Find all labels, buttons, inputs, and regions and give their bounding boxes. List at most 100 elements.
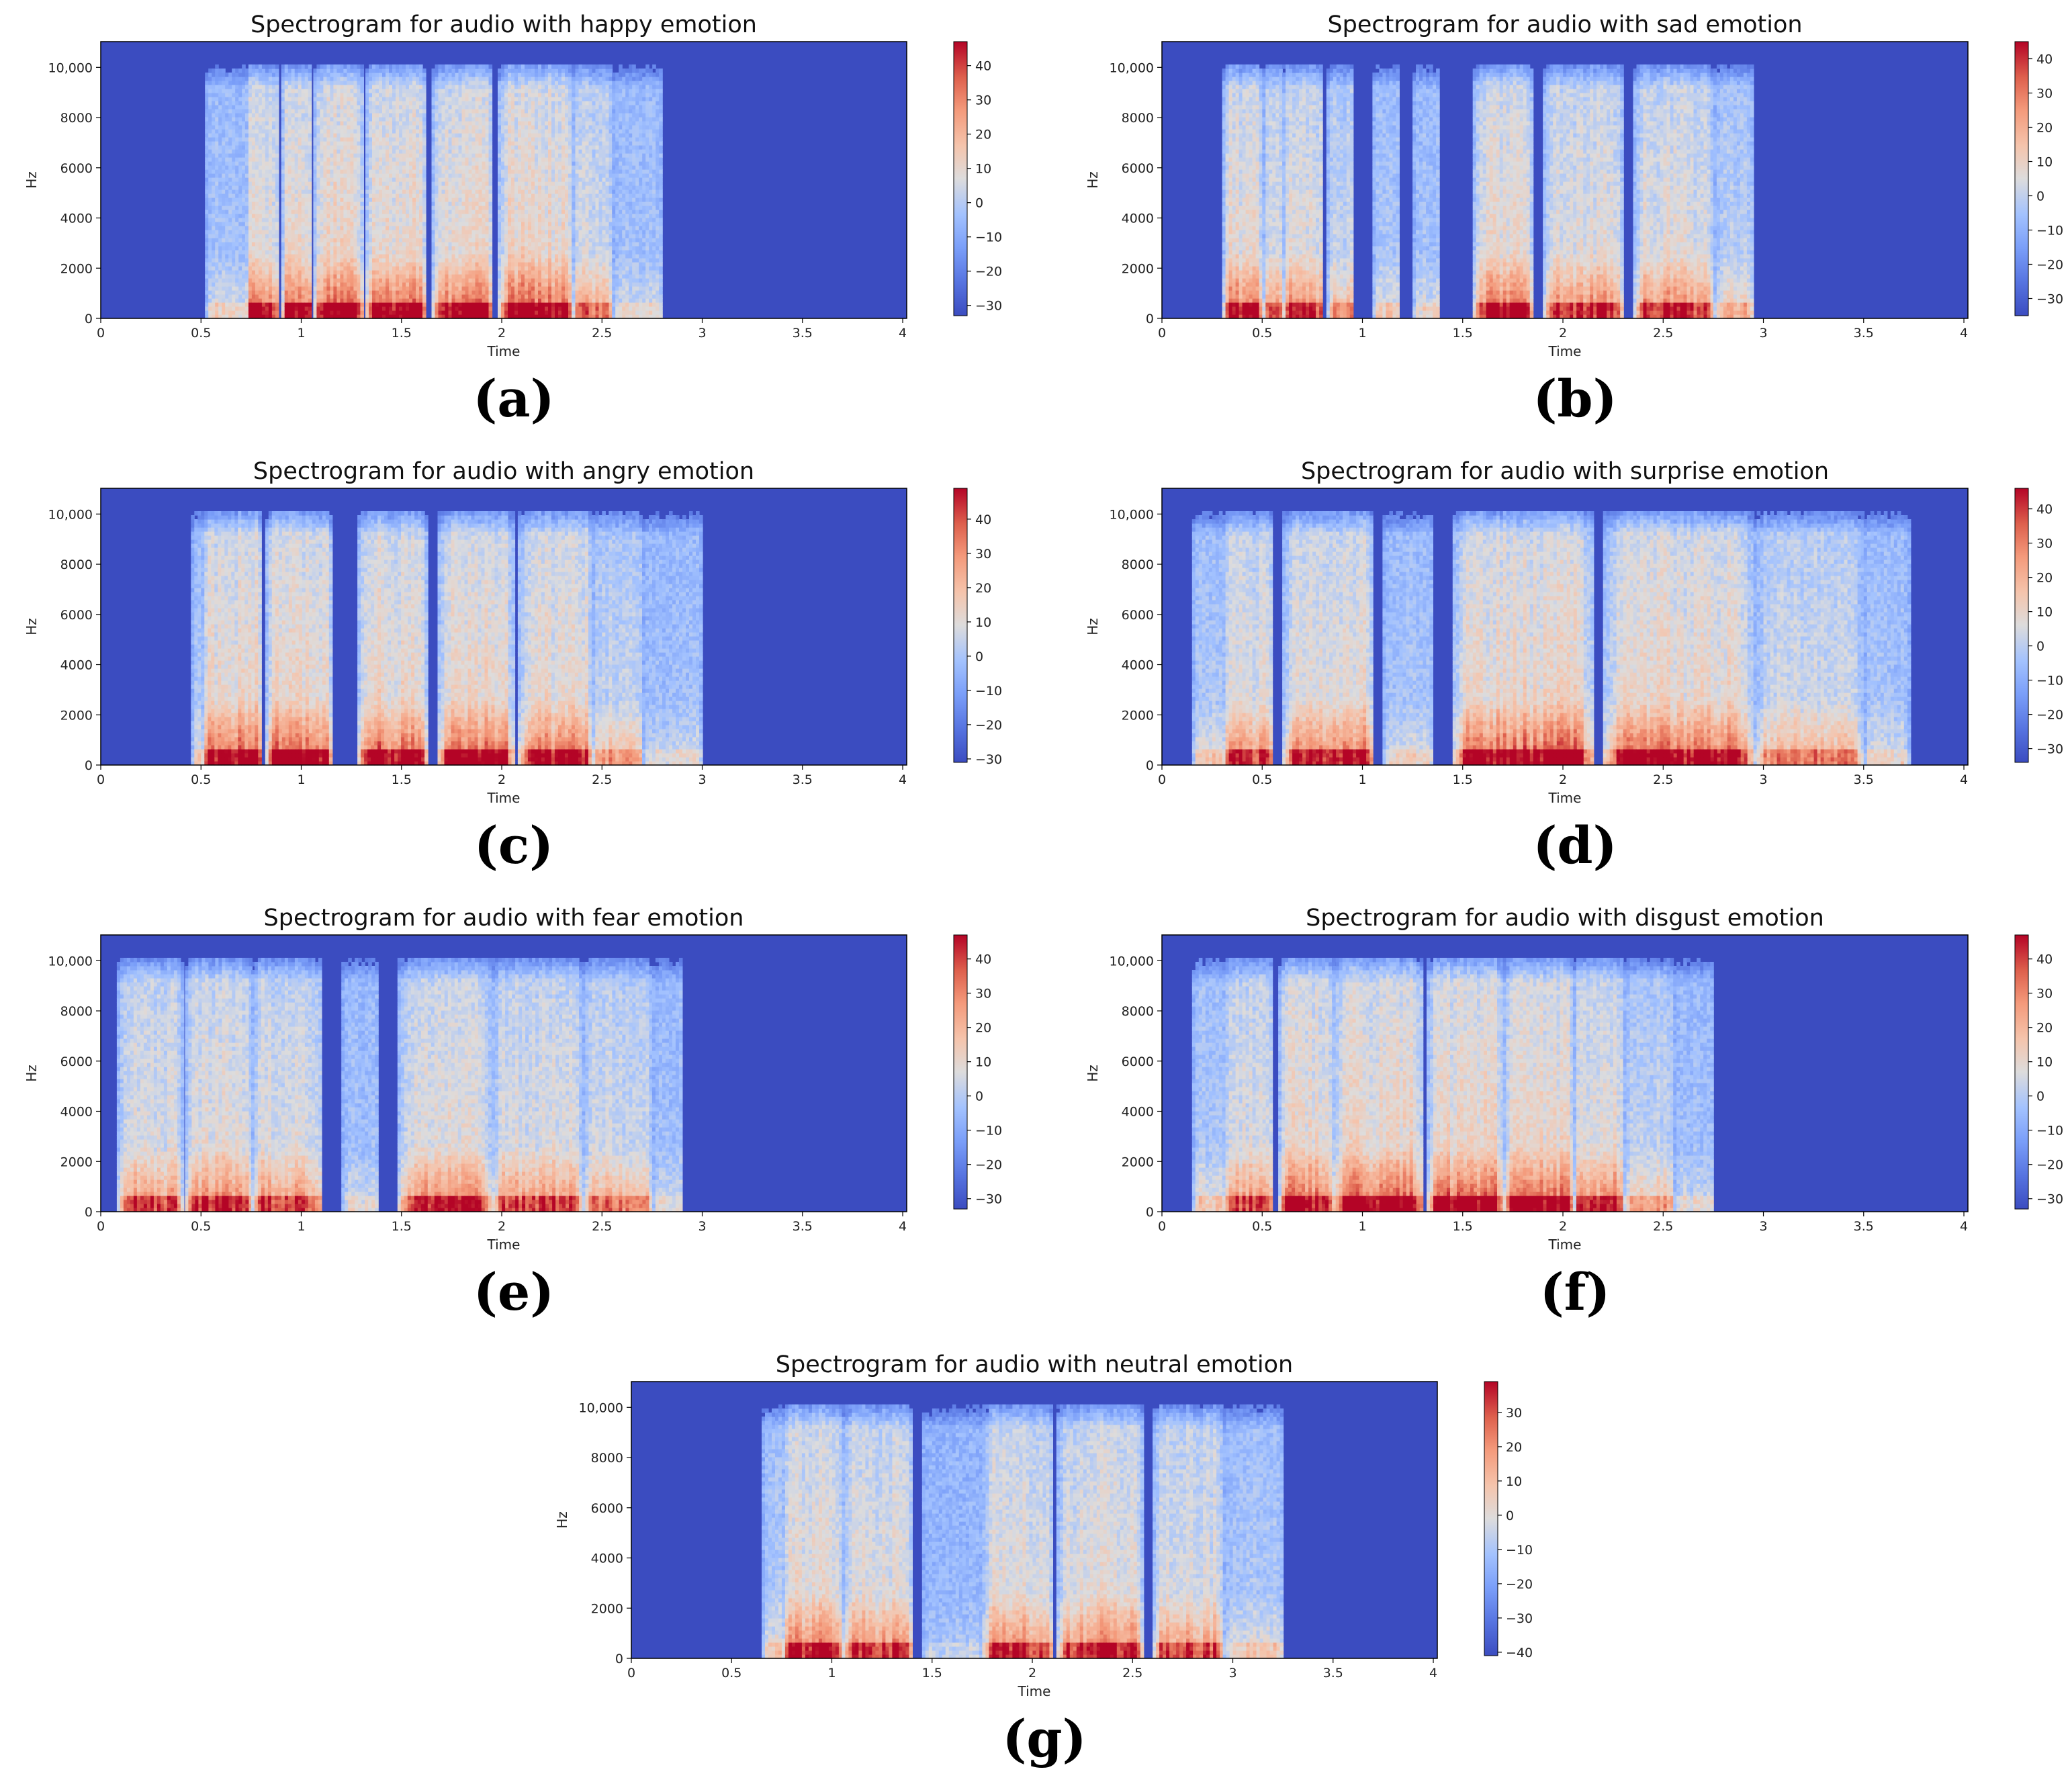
x-tick-label: 2 xyxy=(498,772,506,787)
subplot-label: (c) xyxy=(474,815,553,875)
energy-segment xyxy=(592,511,643,766)
x-tick-label: 0.5 xyxy=(1252,326,1272,341)
energy-segment xyxy=(245,64,279,319)
y-tick-label: 8000 xyxy=(60,557,93,572)
colorbar-tick-label: −10 xyxy=(1506,1543,1533,1558)
panel-title: Spectrogram for audio with happy emotion xyxy=(251,11,757,38)
energy-segment xyxy=(1056,1404,1144,1659)
x-tick-label: 3.5 xyxy=(793,326,813,341)
colorbar-tick-label: 40 xyxy=(975,952,991,967)
spectrogram-heatmap xyxy=(191,511,703,766)
energy-segment xyxy=(1673,958,1714,1212)
colorbar-tick-label: 10 xyxy=(1506,1474,1522,1489)
x-tick-label: 0 xyxy=(97,326,105,341)
energy-segment xyxy=(1192,958,1223,1212)
panel-title: Spectrogram for audio with sad emotion xyxy=(1327,11,1802,38)
energy-segment xyxy=(1153,1404,1224,1659)
colorbar-tick-label: 20 xyxy=(975,128,991,142)
x-tick-label: 3 xyxy=(1759,326,1767,341)
x-tick-label: 0 xyxy=(627,1666,635,1681)
energy-segment xyxy=(1192,511,1223,766)
x-tick-label: 0.5 xyxy=(191,1219,211,1234)
y-axis-label: Hz xyxy=(554,1511,570,1529)
y-tick-label: 2000 xyxy=(60,1155,93,1169)
energy-segment xyxy=(1623,958,1674,1212)
energy-segment xyxy=(365,64,426,319)
x-tick-label: 2.5 xyxy=(592,326,612,341)
colorbar-tick-label: 40 xyxy=(2036,52,2053,67)
x-axis-label: Time xyxy=(487,343,521,359)
y-tick-label: 0 xyxy=(1146,758,1154,773)
y-axis-label: Hz xyxy=(24,171,40,189)
x-tick-label: 1.5 xyxy=(922,1666,942,1681)
x-tick-label: 3.5 xyxy=(1854,1219,1874,1234)
energy-segment xyxy=(1278,958,1336,1212)
x-tick-label: 0 xyxy=(97,772,105,787)
subplot-label: (g) xyxy=(1002,1709,1086,1768)
energy-segment xyxy=(1453,511,1594,766)
x-tick-label: 4 xyxy=(1960,772,1968,787)
energy-segment xyxy=(1427,958,1504,1212)
y-tick-label: 10,000 xyxy=(1110,954,1154,969)
y-tick-label: 10,000 xyxy=(1110,507,1154,522)
energy-segment xyxy=(251,958,322,1212)
y-tick-label: 0 xyxy=(1146,1205,1154,1220)
y-tick-label: 10,000 xyxy=(48,954,93,969)
y-tick-label: 0 xyxy=(85,1205,93,1220)
y-tick-label: 2000 xyxy=(1122,708,1154,723)
energy-segment xyxy=(1473,64,1534,319)
y-tick-label: 10,000 xyxy=(579,1400,623,1415)
energy-segment xyxy=(117,958,185,1212)
x-tick-label: 4 xyxy=(1960,326,1968,341)
energy-segment xyxy=(612,64,663,319)
x-tick-label: 0.5 xyxy=(1252,772,1272,787)
y-axis-label: Hz xyxy=(1085,618,1101,635)
panel-d: Spectrogram for audio with surprise emot… xyxy=(1085,458,2063,875)
colorbar xyxy=(2015,488,2028,762)
y-tick-label: 0 xyxy=(85,312,93,326)
y-tick-label: 2000 xyxy=(60,261,93,276)
energy-segment xyxy=(762,1404,782,1659)
y-tick-label: 6000 xyxy=(60,1055,93,1069)
x-tick-label: 4 xyxy=(899,1219,907,1234)
colorbar-tick-label: −10 xyxy=(2036,674,2063,688)
x-tick-label: 0 xyxy=(1158,1219,1166,1234)
y-tick-label: 0 xyxy=(85,758,93,773)
colorbar-tick-label: −10 xyxy=(975,230,1002,245)
colorbar-tick-label: 30 xyxy=(975,547,991,562)
colorbar-tick-label: 20 xyxy=(2036,1021,2053,1036)
colorbar-tick-label: −40 xyxy=(1506,1646,1533,1660)
y-tick-label: 4000 xyxy=(591,1552,623,1566)
x-tick-label: 4 xyxy=(1960,1219,1968,1234)
energy-segment xyxy=(518,511,596,766)
subplot-label: (b) xyxy=(1533,369,1617,429)
colorbar-tick-label: −20 xyxy=(2036,1158,2063,1173)
colorbar-tick-label: 0 xyxy=(2036,1089,2044,1104)
x-tick-label: 1.5 xyxy=(1453,1219,1473,1234)
colorbar xyxy=(954,935,967,1209)
colorbar-tick-label: 20 xyxy=(2036,121,2053,136)
colorbar-tick-label: 0 xyxy=(975,649,983,664)
x-tick-label: 4 xyxy=(1429,1666,1437,1681)
x-tick-label: 2 xyxy=(498,326,506,341)
energy-segment xyxy=(922,1404,983,1659)
x-tick-label: 2 xyxy=(1559,1219,1567,1234)
y-tick-label: 4000 xyxy=(60,658,93,673)
x-tick-label: 3.5 xyxy=(793,1219,813,1234)
energy-segment xyxy=(1543,64,1624,319)
y-tick-label: 8000 xyxy=(591,1451,623,1466)
x-tick-label: 0.5 xyxy=(1252,1219,1272,1234)
x-tick-label: 0 xyxy=(1158,772,1166,787)
colorbar xyxy=(954,42,967,316)
x-axis-label: Time xyxy=(1548,790,1582,806)
y-tick-label: 4000 xyxy=(1122,1105,1154,1120)
x-axis-label: Time xyxy=(1018,1683,1051,1699)
y-tick-label: 10,000 xyxy=(48,507,93,522)
energy-segment xyxy=(1382,511,1433,766)
colorbar-tick-label: 30 xyxy=(2036,537,2053,551)
colorbar-tick-label: −30 xyxy=(975,299,1002,314)
x-tick-label: 3 xyxy=(1228,1666,1236,1681)
x-tick-label: 0.5 xyxy=(191,326,211,341)
colorbar-tick-label: 20 xyxy=(975,1021,991,1036)
energy-segment xyxy=(185,958,253,1212)
